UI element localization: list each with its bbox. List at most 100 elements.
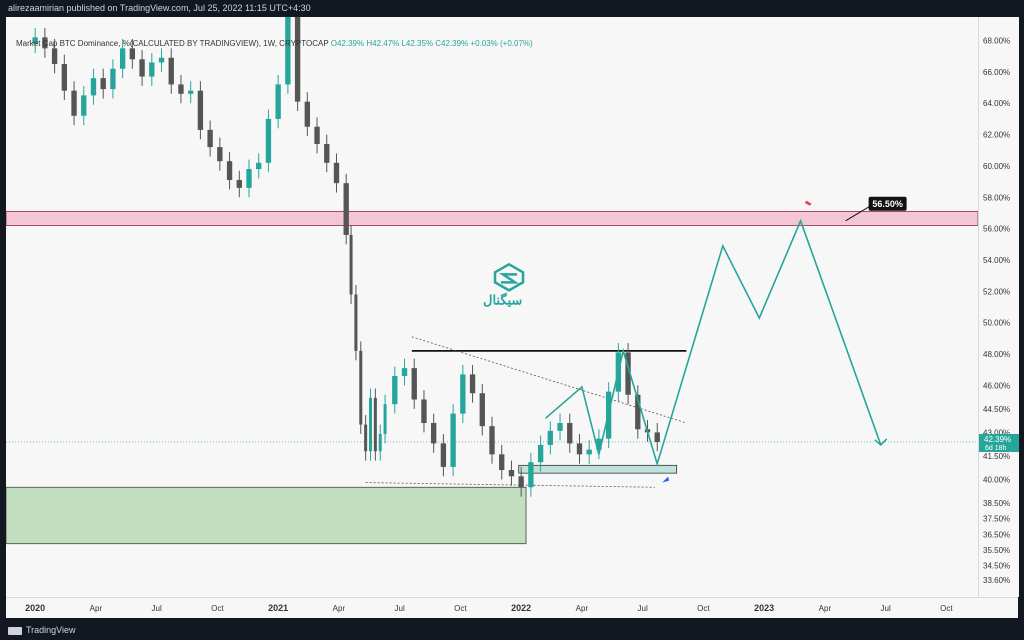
price-tick-label: 40.00%	[983, 475, 1010, 484]
price-tick-label: 37.50%	[983, 515, 1010, 524]
candle-body	[596, 438, 602, 450]
price-tick-label: 48.00%	[983, 350, 1010, 359]
time-tick-label: 2022	[511, 603, 531, 613]
brand-watermark: سیگنال	[483, 262, 525, 307]
ohlc-line: O42.39% H42.47% L42.35% C42.39% +0.03% (…	[330, 39, 533, 48]
candle-body	[359, 350, 363, 425]
time-tick-label: Apr	[819, 604, 832, 613]
candle-body	[354, 294, 358, 351]
price-tick-label: 58.00%	[983, 193, 1010, 202]
time-tick-label: 2023	[754, 603, 774, 613]
price-tick-label: 36.50%	[983, 530, 1010, 539]
time-tick-label: Oct	[211, 604, 224, 613]
candle-body	[71, 90, 77, 116]
candle-body	[440, 443, 447, 467]
time-tick-label: Apr	[90, 604, 103, 613]
candle-body	[32, 37, 38, 44]
time-tick-label: Oct	[697, 604, 710, 613]
candle-body	[265, 118, 272, 163]
candle-body	[635, 394, 641, 430]
candle-body	[61, 64, 67, 91]
candle-body	[42, 37, 48, 49]
candle-body	[499, 454, 505, 471]
time-tick-label: Oct	[454, 604, 467, 613]
time-tick-label: Jul	[152, 604, 162, 613]
time-tick-label: Jul	[395, 604, 405, 613]
price-tick-label: 50.00%	[983, 319, 1010, 328]
candle-body	[479, 393, 485, 427]
footer-bar: TradingView	[0, 620, 1024, 640]
candle-body	[343, 183, 349, 235]
candle-body	[207, 129, 213, 148]
chart-svg: 56.50% سیگنال	[5, 0, 979, 545]
candle-body	[450, 413, 456, 467]
candle-body	[411, 368, 417, 400]
projection-path	[544, 218, 882, 467]
price-tick-label: 60.00%	[983, 162, 1010, 171]
candle-body	[489, 426, 495, 455]
candle-body	[537, 444, 544, 463]
candle-body	[528, 462, 534, 488]
candle-body	[364, 424, 368, 452]
price-tick-label: 64.00%	[983, 99, 1010, 108]
target-label-text: 56.50%	[872, 199, 903, 209]
candle-body	[431, 423, 437, 444]
candle-body	[256, 162, 262, 170]
time-tick-label: 2021	[268, 603, 288, 613]
price-tick-label: 54.00%	[983, 256, 1010, 265]
candle-body	[383, 404, 387, 434]
price-tick-label: 35.50%	[983, 546, 1010, 555]
candle-body	[373, 397, 377, 452]
candle-body	[654, 432, 660, 442]
chart-canvas[interactable]: 56.50% سیگنال Market Cap BTC Dominance, %…	[5, 0, 979, 597]
price-tick-label: 43.00%	[983, 428, 1010, 437]
price-tick-label: 33.60%	[983, 576, 1010, 585]
candle-body	[304, 101, 310, 127]
time-tick-label: Apr	[576, 604, 589, 613]
candle-body	[158, 57, 165, 63]
symbol-line: Market Cap BTC Dominance, %(CALCULATED B…	[16, 39, 329, 48]
candle-body	[188, 90, 194, 94]
candle-body	[576, 443, 583, 455]
publisher-line: alirezaamirian published on TradingView.…	[8, 3, 311, 13]
publisher-bar: alirezaamirian published on TradingView.…	[0, 0, 1024, 17]
candle-body	[139, 59, 145, 77]
candle-body	[275, 84, 281, 119]
price-tick-label: 56.00%	[983, 225, 1010, 234]
brand-logo-icon	[493, 262, 525, 292]
small-demand-zone	[518, 464, 678, 474]
candle-body	[314, 126, 320, 144]
projection-arrowhead	[874, 438, 888, 447]
candle-body	[149, 62, 155, 77]
candle-body	[324, 143, 330, 163]
candle-body	[178, 84, 184, 94]
price-axis-svg: 68.00% 66.00% 64.00% 62.00% 60.00% 58.00% 56.0…	[979, 37, 1019, 585]
target-label-box	[868, 196, 907, 211]
rocket-icon	[662, 476, 670, 483]
candle-body	[246, 169, 252, 188]
price-axis[interactable]: 68.00% 66.00% 64.00% 62.00% 60.00% 58.00% 56.0…	[978, 17, 1019, 597]
candles-group	[32, 0, 660, 497]
candle-body	[567, 423, 573, 444]
candle-body	[369, 397, 372, 452]
candle-body	[469, 374, 476, 394]
candle-body	[508, 470, 515, 477]
candle-body	[197, 90, 204, 130]
price-tick-label: 34.50%	[983, 562, 1010, 571]
candle-body	[586, 449, 592, 455]
candle-body	[51, 48, 58, 65]
price-tick-label: 38.50%	[983, 499, 1010, 508]
candle-body	[547, 430, 553, 445]
candle-body	[401, 368, 408, 376]
target-callout-line	[845, 205, 871, 222]
price-tick-label: 62.00%	[983, 131, 1010, 140]
candle-body	[421, 399, 427, 423]
time-axis[interactable]: 2020 Apr Jul Oct 2021 Apr Jul Oct 2022 Apr Jul Oct 2…	[6, 597, 1018, 618]
candle-body	[557, 423, 563, 431]
candle-body	[90, 78, 97, 96]
candle-body	[100, 78, 106, 90]
time-tick-label: 2020	[25, 603, 45, 613]
time-tick-label: Jul	[881, 604, 891, 613]
price-tick-label: 68.00%	[983, 37, 1010, 46]
